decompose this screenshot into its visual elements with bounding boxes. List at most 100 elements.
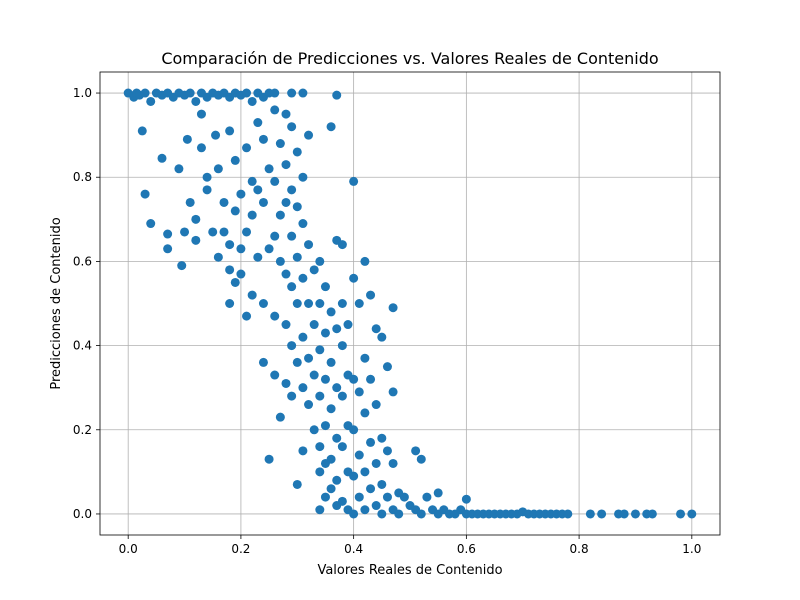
data-point	[287, 282, 297, 292]
data-point	[388, 387, 398, 397]
x-tick-label: 0.6	[457, 542, 476, 556]
data-point	[174, 164, 184, 174]
data-point	[676, 509, 686, 519]
data-point	[236, 189, 246, 199]
data-point	[326, 357, 336, 367]
plot-frame	[99, 71, 721, 536]
data-point	[326, 307, 336, 317]
data-point	[298, 446, 308, 456]
data-point	[337, 299, 347, 308]
data-point	[208, 227, 218, 237]
data-point	[394, 509, 404, 519]
data-point	[315, 467, 325, 477]
data-point	[349, 176, 359, 186]
data-point	[225, 126, 235, 136]
data-point	[177, 261, 187, 271]
data-point	[146, 96, 156, 106]
data-point	[337, 240, 347, 250]
data-point	[416, 454, 426, 464]
data-point	[225, 265, 235, 275]
data-point	[399, 492, 409, 502]
data-point	[354, 492, 364, 502]
data-point	[366, 374, 376, 384]
data-point	[377, 509, 387, 519]
data-point	[196, 143, 206, 153]
data-point	[332, 433, 342, 443]
data-point	[647, 509, 657, 519]
y-tick-label: 0.8	[73, 170, 92, 184]
data-point	[281, 269, 291, 279]
data-point	[320, 282, 330, 292]
data-point	[298, 332, 308, 342]
data-point	[349, 374, 359, 384]
data-point	[382, 446, 392, 456]
data-point	[315, 256, 325, 266]
data-point	[360, 353, 370, 363]
data-point	[236, 269, 246, 279]
data-point	[185, 88, 195, 98]
data-point	[332, 475, 342, 485]
data-point	[213, 252, 223, 262]
data-point	[270, 176, 280, 186]
data-point	[422, 492, 432, 502]
data-point	[275, 256, 285, 266]
data-point	[242, 88, 252, 98]
data-point	[326, 454, 336, 464]
data-point	[315, 299, 325, 308]
data-point	[258, 299, 268, 308]
data-point	[360, 408, 370, 418]
data-point	[349, 509, 359, 519]
data-point	[292, 479, 302, 489]
data-point	[354, 387, 364, 397]
data-point	[349, 471, 359, 481]
data-point	[349, 425, 359, 435]
data-point	[315, 442, 325, 452]
data-point	[264, 454, 274, 464]
data-point	[225, 240, 235, 250]
data-point	[247, 176, 257, 186]
data-point	[281, 378, 291, 388]
y-axis-label: Predicciones de Contenido	[49, 217, 64, 389]
data-point	[191, 214, 201, 224]
data-point	[202, 172, 212, 182]
data-point	[461, 494, 471, 504]
y-tick-label: 1.0	[73, 86, 92, 100]
x-axis-label: Valores Reales de Contenido	[317, 563, 502, 578]
data-point	[140, 88, 150, 98]
data-point	[298, 219, 308, 229]
data-point	[253, 118, 263, 128]
y-tick-label: 0.4	[73, 339, 92, 353]
data-point	[146, 219, 156, 229]
data-point	[242, 143, 252, 153]
data-point	[163, 229, 173, 239]
data-point	[309, 425, 319, 435]
x-tick-label: 0.4	[344, 542, 363, 556]
data-point	[337, 391, 347, 401]
data-point	[337, 496, 347, 506]
data-point	[416, 509, 426, 519]
data-point	[258, 357, 268, 367]
data-point	[360, 467, 370, 477]
data-points	[123, 88, 697, 519]
data-point	[275, 210, 285, 220]
y-tick-label: 0.0	[73, 507, 92, 521]
data-point	[411, 446, 421, 456]
data-point	[320, 374, 330, 384]
data-point	[157, 153, 167, 163]
data-point	[287, 231, 297, 241]
data-point	[275, 412, 285, 422]
data-point	[563, 509, 573, 519]
x-tick-label: 0.8	[570, 542, 589, 556]
data-point	[202, 185, 212, 195]
data-point	[304, 240, 314, 250]
data-point	[185, 197, 195, 207]
data-point	[247, 96, 257, 106]
data-point	[196, 109, 206, 119]
data-point	[219, 227, 229, 237]
chart-title: Comparación de Predicciones vs. Valores …	[161, 49, 658, 68]
data-point	[281, 160, 291, 170]
data-point	[326, 122, 336, 132]
data-point	[281, 197, 291, 207]
data-point	[258, 134, 268, 144]
